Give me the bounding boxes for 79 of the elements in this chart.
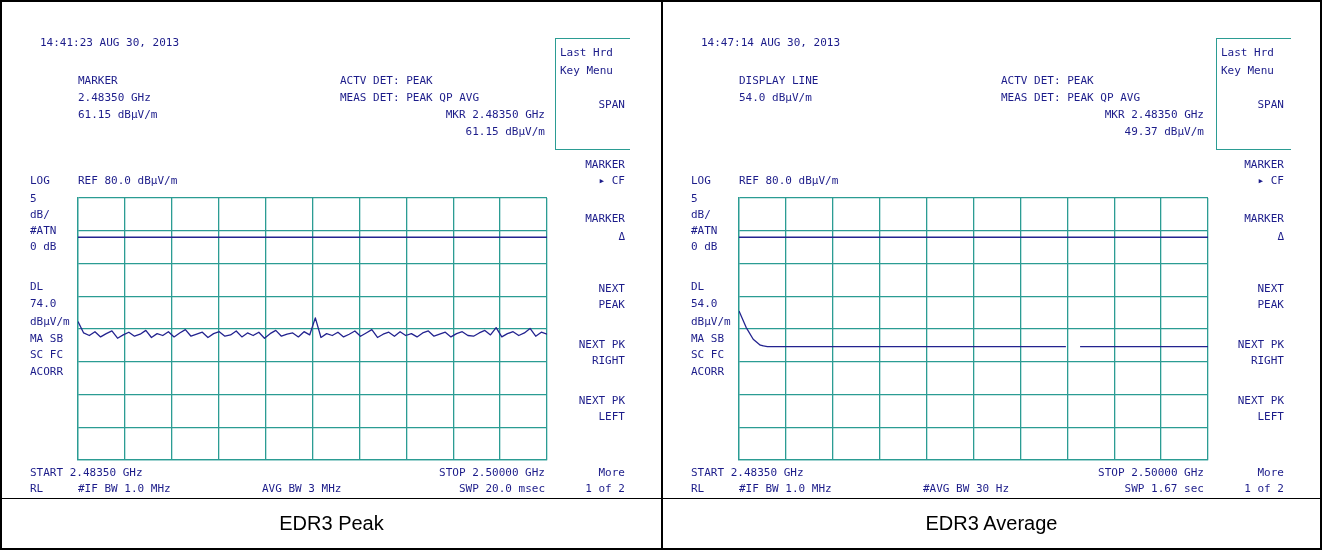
text: SWP 1.67 sec <box>1124 482 1204 495</box>
text: Δ <box>618 230 625 243</box>
text: NEXT PK <box>578 338 625 351</box>
text: #ATN <box>691 224 718 237</box>
text: RIGHT <box>1250 354 1284 367</box>
text: ACTV DET: PEAK <box>1001 74 1094 87</box>
text: Key Menu <box>1221 64 1274 77</box>
text: RIGHT <box>591 354 625 367</box>
text: EDR3 Peak <box>278 512 385 535</box>
text: MA SB <box>691 332 725 345</box>
text: More <box>1257 466 1284 479</box>
text: 5 <box>30 192 37 205</box>
text: 2.48350 GHz <box>78 91 151 104</box>
text: ACTV DET: PEAK <box>340 74 433 87</box>
text: 14:41:23 AUG 30, 2013 <box>40 36 180 49</box>
text: MA SB <box>30 332 64 345</box>
text: Last Hrd <box>1221 46 1274 59</box>
text: More <box>598 466 625 479</box>
text: 61.15 dBµV/m <box>78 108 158 121</box>
text: 54.0 dBµV/m <box>739 91 812 104</box>
text: #IF BW 1.0 MHz <box>78 482 171 495</box>
text: RL <box>30 482 44 495</box>
text: #IF BW 1.0 MHz <box>739 482 832 495</box>
text: REF 80.0 dBµV/m <box>78 174 178 187</box>
text: 0 dB <box>691 240 718 253</box>
text: SC FC <box>691 348 725 361</box>
text: dB/ <box>691 208 711 221</box>
text: SC FC <box>30 348 64 361</box>
text: MEAS DET: PEAK QP AVG <box>1001 91 1141 104</box>
text: MARKER <box>585 212 625 225</box>
text: MARKER <box>78 74 118 87</box>
text: SPAN <box>1257 98 1284 111</box>
text: LEFT <box>1257 410 1284 423</box>
text: dBµV/m <box>30 315 70 328</box>
text: PEAK <box>1257 298 1284 311</box>
text: START 2.48350 GHz <box>691 466 804 479</box>
text: STOP 2.50000 GHz <box>439 466 545 479</box>
text: ACORR <box>691 365 725 378</box>
text: Δ <box>1277 230 1284 243</box>
text: ▸ CF <box>1257 174 1284 187</box>
text: MKR 2.48350 GHz <box>445 108 545 121</box>
text: DISPLAY LINE <box>739 74 819 87</box>
text: MEAS DET: PEAK QP AVG <box>340 91 480 104</box>
text: SPAN <box>598 98 625 111</box>
text: NEXT <box>1257 282 1284 295</box>
text: REF 80.0 dBµV/m <box>739 174 839 187</box>
text: RL <box>691 482 705 495</box>
text: Key Menu <box>560 64 613 77</box>
text: 1 of 2 <box>585 482 625 495</box>
text: NEXT PK <box>1237 338 1284 351</box>
text: AVG BW 3 MHz <box>262 482 342 495</box>
text: MARKER <box>1244 212 1284 225</box>
text: 0 dB <box>30 240 57 253</box>
text: NEXT PK <box>1237 394 1284 407</box>
text: MARKER <box>585 158 625 171</box>
text: LOG <box>691 174 711 187</box>
text: 49.37 dBµV/m <box>1124 125 1204 138</box>
text: dBµV/m <box>691 315 731 328</box>
text: #ATN <box>30 224 57 237</box>
text: NEXT <box>598 282 625 295</box>
text: 14:47:14 AUG 30, 2013 <box>701 36 841 49</box>
text: PEAK <box>598 298 625 311</box>
text: dB/ <box>30 208 50 221</box>
text: ▸ CF <box>598 174 625 187</box>
text: EDR3 Average <box>924 512 1059 535</box>
text: SWP 20.0 msec <box>458 482 545 495</box>
text: LOG <box>30 174 50 187</box>
text: Last Hrd <box>560 46 613 59</box>
text: NEXT PK <box>578 394 625 407</box>
text: MKR 2.48350 GHz <box>1104 108 1204 121</box>
text: 1 of 2 <box>1244 482 1284 495</box>
text: MARKER <box>1244 158 1284 171</box>
text: #AVG BW 30 Hz <box>923 482 1010 495</box>
text: ACORR <box>30 365 64 378</box>
text: LEFT <box>598 410 625 423</box>
text: START 2.48350 GHz <box>30 466 143 479</box>
text: 5 <box>691 192 698 205</box>
text: 61.15 dBµV/m <box>465 125 545 138</box>
text: STOP 2.50000 GHz <box>1098 466 1204 479</box>
